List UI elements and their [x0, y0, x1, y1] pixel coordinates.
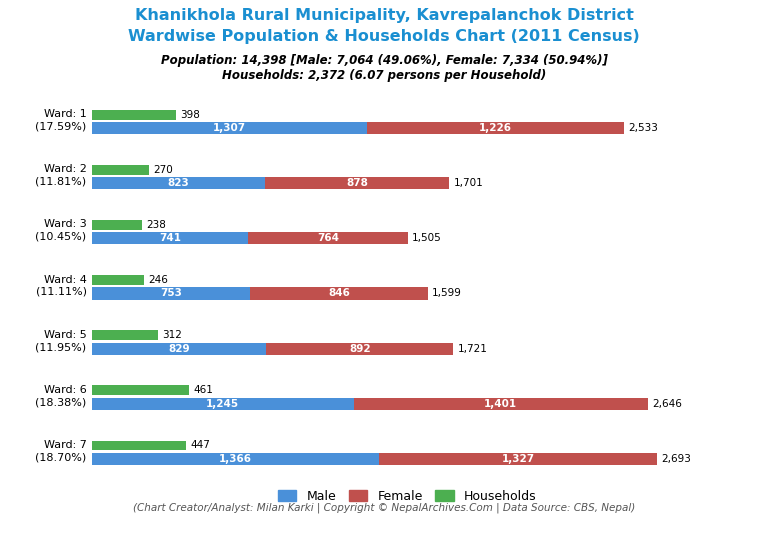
Bar: [92, 287, 250, 300]
Text: 1,721: 1,721: [458, 344, 488, 354]
Text: 238: 238: [147, 220, 166, 230]
Text: 398: 398: [180, 110, 200, 120]
Text: Households: 2,372 (6.07 persons per Household): Households: 2,372 (6.07 persons per Hous…: [222, 69, 546, 81]
Text: 2,646: 2,646: [652, 399, 682, 408]
Bar: [92, 122, 366, 135]
Text: 764: 764: [317, 233, 339, 243]
Bar: [248, 232, 408, 244]
Text: 892: 892: [349, 344, 371, 354]
Text: 447: 447: [190, 441, 210, 450]
Text: 2,533: 2,533: [628, 123, 658, 133]
Bar: [92, 276, 144, 285]
Text: Population: 14,398 [Male: 7,064 (49.06%), Female: 7,334 (50.94%)]: Population: 14,398 [Male: 7,064 (49.06%)…: [161, 54, 607, 66]
Text: 1,307: 1,307: [213, 123, 246, 133]
Text: 846: 846: [328, 288, 350, 299]
Legend: Male, Female, Households: Male, Female, Households: [273, 485, 541, 508]
Text: 741: 741: [159, 233, 181, 243]
Text: 246: 246: [148, 276, 168, 285]
Text: (Chart Creator/Analyst: Milan Karki | Copyright © NepalArchives.Com | Data Sourc: (Chart Creator/Analyst: Milan Karki | Co…: [133, 503, 635, 513]
Text: Wardwise Population & Households Chart (2011 Census): Wardwise Population & Households Chart (…: [128, 29, 640, 44]
Bar: [92, 330, 157, 340]
Text: 270: 270: [153, 165, 173, 175]
Bar: [92, 343, 266, 355]
Bar: [92, 398, 353, 410]
Text: 1,327: 1,327: [502, 453, 535, 464]
Text: 1,505: 1,505: [412, 233, 442, 243]
Text: 1,599: 1,599: [432, 288, 462, 299]
Bar: [353, 398, 647, 410]
Bar: [92, 165, 149, 175]
Text: 829: 829: [168, 344, 190, 354]
Text: 1,401: 1,401: [484, 399, 517, 408]
Text: 878: 878: [346, 178, 368, 188]
Text: 823: 823: [167, 178, 190, 188]
Bar: [92, 220, 142, 230]
Text: 2,693: 2,693: [662, 453, 691, 464]
Text: 1,245: 1,245: [207, 399, 240, 408]
Bar: [379, 453, 657, 465]
Bar: [366, 122, 624, 135]
Bar: [266, 343, 453, 355]
Bar: [92, 177, 265, 189]
Text: 1,226: 1,226: [478, 123, 511, 133]
Text: 1,701: 1,701: [453, 178, 483, 188]
Text: 1,366: 1,366: [219, 453, 252, 464]
Bar: [92, 385, 189, 396]
Bar: [265, 177, 449, 189]
Bar: [92, 232, 248, 244]
Text: 461: 461: [193, 385, 213, 396]
Bar: [250, 287, 428, 300]
Bar: [92, 110, 176, 120]
Bar: [92, 453, 379, 465]
Text: Khanikhola Rural Municipality, Kavrepalanchok District: Khanikhola Rural Municipality, Kavrepala…: [134, 8, 634, 23]
Text: 312: 312: [162, 330, 182, 340]
Bar: [92, 441, 186, 450]
Text: 753: 753: [161, 288, 182, 299]
